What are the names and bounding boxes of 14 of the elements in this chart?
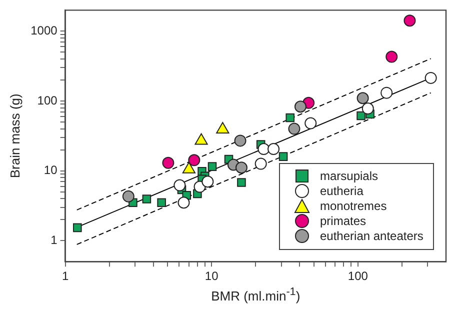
legend-label: eutherian anteaters — [320, 229, 424, 244]
y-tick-label: 100 — [37, 93, 58, 108]
x-tick-label: 100 — [348, 269, 368, 284]
legend-label: marsupials — [320, 169, 378, 184]
y-tick-label: 10 — [44, 163, 58, 178]
legend-label: eutheria — [320, 184, 364, 198]
legend-label: monotremes — [320, 199, 387, 214]
y-tick-label: 1 — [50, 232, 58, 247]
y-tick-label: 1000 — [30, 24, 58, 38]
x-tick-label: 10 — [204, 269, 219, 284]
x-tick-label: 1 — [62, 269, 69, 284]
x-axis-title: BMR (ml.min$^{-1}$) — [210, 286, 302, 303]
y-axis-title: Brain mass (g) — [7, 94, 22, 178]
legend-label: primates — [320, 214, 366, 228]
